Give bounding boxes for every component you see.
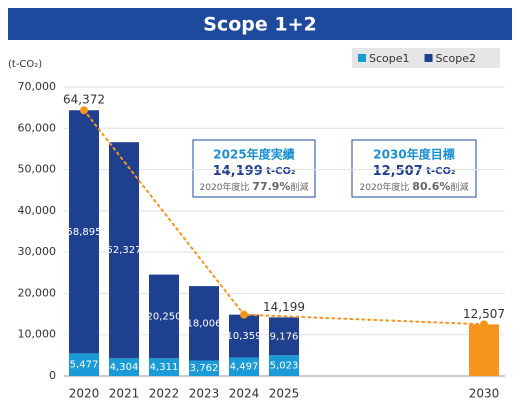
annotation-value: 14,199 t-CO₂ — [213, 164, 296, 179]
total-label: 14,199 — [263, 300, 305, 314]
y-tick-label: 70,000 — [18, 80, 57, 93]
annotation-box — [351, 139, 477, 198]
total-label: 64,372 — [63, 93, 105, 107]
note-prefix: 2020年度比 — [360, 181, 410, 193]
value: 14,199 — [213, 164, 263, 179]
note-suffix: 削減 — [450, 181, 468, 193]
note-value: 80.6% — [412, 180, 450, 193]
legend-swatch — [358, 54, 366, 62]
bar — [469, 324, 499, 376]
note-suffix: 削減 — [290, 181, 308, 193]
x-tick-label: 2030 — [469, 387, 500, 401]
trend-point — [240, 310, 248, 319]
value: 12,507 — [373, 164, 423, 179]
annotation: 2030年度目標 12,507 t-CO₂ 2020年度比 80.6%削減 — [351, 139, 477, 198]
bar — [269, 355, 299, 376]
bar — [109, 142, 139, 359]
y-tick-label: 20,000 — [18, 286, 57, 299]
y-tick-label: 0 — [49, 369, 56, 382]
annotation-title: 2030年度目標 — [373, 147, 454, 162]
y-tick-label: 50,000 — [18, 163, 57, 176]
bar — [269, 317, 299, 356]
data-label: 10,359 — [227, 331, 262, 342]
data-label: 9,176 — [270, 331, 299, 342]
annotation-title: 2025年度実績 — [213, 147, 294, 162]
data-label: 4,311 — [150, 362, 179, 373]
data-label: 5,477 — [70, 360, 99, 371]
y-tick-label: 30,000 — [18, 245, 57, 258]
y-axis-label: (t-CO₂) — [8, 59, 42, 70]
data-label: 52,327 — [107, 245, 142, 256]
data-label: 18,006 — [187, 318, 222, 329]
bar — [189, 360, 219, 376]
data-label: 4,497 — [230, 362, 259, 373]
bar — [149, 358, 179, 376]
bar — [109, 358, 139, 376]
title-bar — [8, 8, 512, 40]
data-label: 3,762 — [190, 363, 219, 374]
bar — [189, 286, 219, 361]
chart-title: Scope 1+2 — [203, 14, 316, 36]
note-prefix: 2020年度比 — [200, 181, 250, 193]
data-label: 58,895 — [67, 227, 102, 238]
trend-point — [480, 320, 488, 329]
x-tick-label: 2023 — [189, 387, 220, 401]
annotation-note: 2020年度比 77.9%削減 — [200, 180, 309, 193]
x-tick-label: 2022 — [149, 387, 180, 401]
annotation-box — [192, 139, 316, 198]
x-tick-label: 2024 — [229, 387, 260, 401]
x-tick-label: 2020 — [69, 387, 100, 401]
annotation-note: 2020年度比 80.6%削減 — [360, 180, 469, 193]
y-tick-label: 10,000 — [18, 328, 57, 341]
bar — [229, 357, 259, 376]
legend-label: Scope2 — [436, 52, 477, 65]
unit: t-CO₂ — [426, 166, 455, 177]
x-tick-label: 2025 — [269, 387, 300, 401]
x-tick-label: 2021 — [109, 387, 140, 401]
bar — [149, 274, 179, 359]
unit: t-CO₂ — [266, 166, 295, 177]
annotation-value: 12,507 t-CO₂ — [373, 164, 456, 179]
legend-label: Scope1 — [369, 52, 410, 65]
data-label: 4,304 — [110, 362, 139, 373]
legend-swatch — [424, 54, 433, 62]
bar — [229, 314, 259, 358]
annotation: 2025年度実績 14,199 t-CO₂ 2020年度比 77.9%削減 — [192, 139, 316, 198]
data-label: 12,507 — [463, 307, 505, 321]
y-tick-label: 40,000 — [18, 204, 57, 217]
data-label: 20,250 — [147, 311, 182, 322]
trend-point — [80, 106, 88, 115]
bar — [69, 353, 99, 376]
bar — [69, 110, 99, 354]
data-label: 5,023 — [270, 361, 299, 372]
note-value: 77.9% — [252, 180, 290, 193]
y-tick-label: 60,000 — [18, 121, 57, 134]
